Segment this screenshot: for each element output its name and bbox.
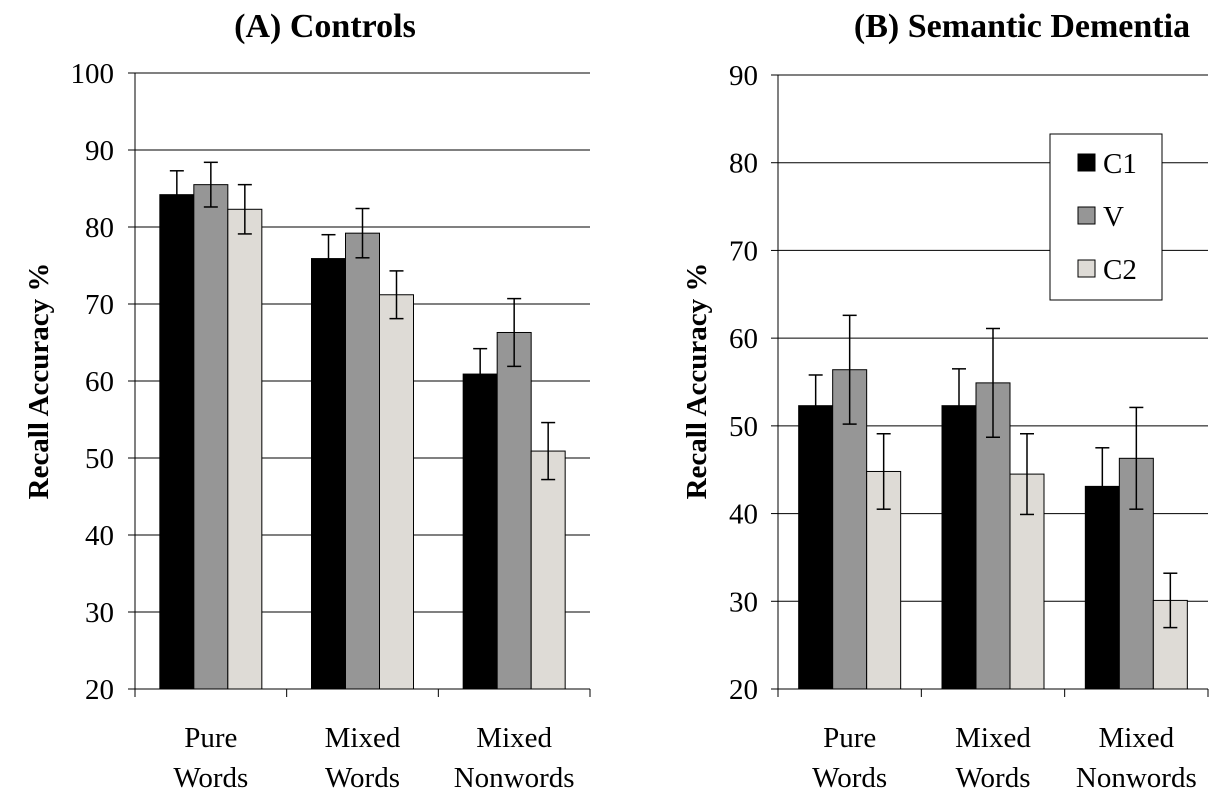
bar-c2-2 xyxy=(530,450,566,690)
panel-a-controls: (A) Controls Recall Accuracy % 20 30 40 50 60 7… xyxy=(23,8,591,794)
x-category-label: Words xyxy=(812,762,887,794)
y-tick-label: 100 xyxy=(71,58,115,90)
y-axis-label: Recall Accuracy % xyxy=(681,263,713,500)
bar-v-1 xyxy=(345,232,380,690)
x-category-label: Pure xyxy=(184,722,237,754)
x-category-label: Mixed xyxy=(476,722,552,754)
x-category-label: Words xyxy=(956,762,1031,794)
y-tick-label: 20 xyxy=(729,674,758,706)
y-tick-label: 30 xyxy=(85,597,114,629)
x-category-label: Words xyxy=(173,762,248,794)
bar-c2-1 xyxy=(379,294,414,690)
y-tick-label: 90 xyxy=(729,60,758,92)
legend: C1 V C2 xyxy=(1049,133,1163,301)
bar-c1-0 xyxy=(159,194,195,690)
x-category-label: Mixed xyxy=(955,722,1031,754)
legend-label: C2 xyxy=(1103,254,1137,286)
bar-c1-2 xyxy=(462,373,498,690)
bar-c1-1 xyxy=(941,405,977,690)
y-tick-label: 70 xyxy=(85,289,114,321)
legend-swatch-v xyxy=(1077,206,1096,225)
y-tick-label: 60 xyxy=(729,323,758,355)
x-category-label: Mixed xyxy=(1098,722,1174,754)
legend-label: V xyxy=(1103,201,1124,233)
y-tick-label: 50 xyxy=(85,443,114,475)
y-tick-label: 80 xyxy=(85,212,114,244)
y-tick-label: 20 xyxy=(85,674,114,706)
y-tick-label: 70 xyxy=(729,235,758,267)
y-tick-label: 60 xyxy=(85,366,114,398)
bar-v-2 xyxy=(496,331,532,690)
bar-c1-0 xyxy=(798,405,834,690)
x-category-label: Nonwords xyxy=(454,762,575,794)
bar-v-0 xyxy=(193,184,229,690)
y-tick-label: 80 xyxy=(729,148,758,180)
legend-box xyxy=(1049,133,1163,301)
y-tick-label: 40 xyxy=(729,499,758,531)
legend-swatch-c2 xyxy=(1077,259,1096,278)
y-axis-label: Recall Accuracy % xyxy=(23,263,55,500)
chart-title: (A) Controls xyxy=(234,8,416,45)
x-category-label: Mixed xyxy=(325,722,401,754)
x-category-label: Words xyxy=(325,762,400,794)
y-tick-label: 50 xyxy=(729,411,758,443)
legend-swatch-c1 xyxy=(1077,153,1096,172)
y-tick-label: 90 xyxy=(85,135,114,167)
y-tick-label: 40 xyxy=(85,520,114,552)
bar-c1-1 xyxy=(311,258,346,690)
panel-b-semantic-dementia: (B) Semantic Dementia Recall Accuracy % 20… xyxy=(681,8,1209,794)
chart-title: (B) Semantic Dementia xyxy=(854,8,1190,45)
x-category-label: Nonwords xyxy=(1076,762,1197,794)
x-category-label: Pure xyxy=(823,722,876,754)
legend-label: C1 xyxy=(1103,148,1137,180)
bar-c2-0 xyxy=(227,208,263,690)
y-tick-label: 30 xyxy=(729,586,758,618)
